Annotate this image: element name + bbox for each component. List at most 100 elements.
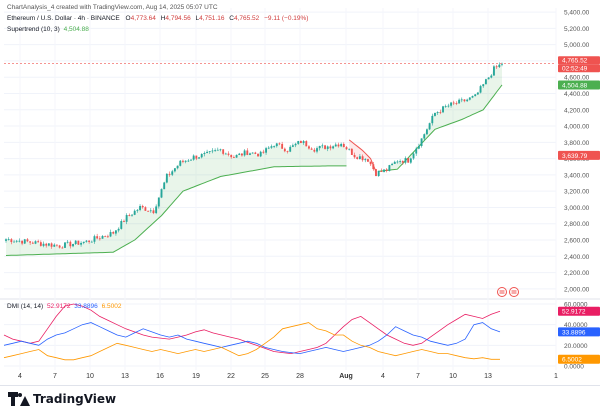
dmi-adx-line <box>3 303 501 355</box>
y-tick-label: 2,000.00 <box>564 286 590 293</box>
open-value: 4,773.64 <box>130 15 156 22</box>
candle-body <box>474 94 477 97</box>
candle-body <box>206 151 209 153</box>
candle-body <box>358 156 361 160</box>
candle-body <box>329 146 332 149</box>
candle-body <box>37 241 40 243</box>
chart-canvas[interactable]: 5,400.005,200.005,000.004,800.004,600.00… <box>0 0 600 385</box>
candle-body <box>216 149 219 151</box>
candle-body <box>198 157 200 159</box>
tradingview-logo[interactable]: TradingView <box>8 392 116 406</box>
y-tick-label: 2,200.00 <box>564 270 590 277</box>
supertrend-down-line <box>348 139 377 172</box>
candle-body <box>391 163 394 166</box>
candle-body <box>235 154 238 158</box>
candle-body <box>157 197 160 207</box>
candle-body <box>310 148 313 150</box>
close-key: C <box>229 15 234 22</box>
supertrend-label: Supertrend (10, 3) <box>7 26 60 33</box>
candle-body <box>176 165 179 169</box>
level-price-tag: 3,639.79 <box>562 153 588 160</box>
candle-body <box>396 161 399 163</box>
candle-body <box>214 150 217 151</box>
open-key: O <box>125 15 131 22</box>
candle-body <box>5 239 7 241</box>
candle-body <box>219 149 222 151</box>
dmi-value-tag-bg <box>558 327 600 337</box>
candle-body <box>26 239 29 242</box>
dmi-y-tick-label: 20.0000 <box>564 343 588 350</box>
candle-body <box>364 159 367 161</box>
y-tick-label: 5,400.00 <box>564 10 590 17</box>
candle-body <box>332 146 335 149</box>
candle-body <box>409 158 412 163</box>
candle-body <box>399 161 402 162</box>
candle-body <box>251 152 254 154</box>
supertrend-up-line <box>5 165 347 256</box>
supertrend-price-tag-bg <box>558 80 600 90</box>
candle-body <box>267 147 270 149</box>
candle-body <box>190 159 192 161</box>
candle-body <box>147 210 150 212</box>
candle-body <box>278 143 281 145</box>
y-tick-label: 3,000.00 <box>564 205 590 212</box>
candle-body <box>64 242 66 248</box>
candle-body <box>401 161 404 163</box>
symbol-legend[interactable]: Ethereum / U.S. Dollar · 4h · BINANCE O4… <box>7 15 308 22</box>
candle-body <box>265 148 268 153</box>
candle-body <box>85 240 88 242</box>
candle-body <box>324 145 326 149</box>
candle-body <box>182 160 184 162</box>
candle-body <box>305 141 308 147</box>
tradingview-logo-icon <box>8 392 30 406</box>
candle-body <box>353 154 356 158</box>
candle-body <box>165 173 168 183</box>
dmi-minus-di-value: 6.5002 <box>101 303 122 310</box>
candle-body <box>313 149 316 152</box>
candle-body <box>141 205 144 208</box>
candle-body <box>45 243 48 246</box>
candle-body <box>487 77 490 80</box>
chart-caption: ChartAnalysis_4 created with TradingView… <box>7 4 218 11</box>
candle-body <box>125 215 128 222</box>
candle-body <box>431 115 434 124</box>
candle-body <box>187 160 190 162</box>
candle-body <box>74 240 77 244</box>
dmi-lines <box>3 303 501 361</box>
dmi-legend[interactable]: DMI (14, 14) 52.9172 33.8896 6.5002 <box>7 303 121 310</box>
candle-body <box>337 144 340 147</box>
price-tags: 4,765.5202:52:494,504.883,639.7952.91723… <box>4 56 600 364</box>
supertrend-legend[interactable]: Supertrend (10, 3) 4,504.88 <box>7 26 89 33</box>
candle-body <box>155 206 158 214</box>
candle-body <box>90 241 93 243</box>
x-tick-label: 10 <box>86 373 94 380</box>
y-tick-label: 4,000.00 <box>564 124 590 131</box>
x-tick-label: 13 <box>484 373 492 380</box>
candle-body <box>7 239 10 240</box>
candle-body <box>345 147 348 150</box>
symbol-name: Ethereum / U.S. Dollar · 4h · BINANCE <box>7 15 120 22</box>
candle-body <box>106 236 109 238</box>
candle-body <box>243 150 246 156</box>
candle-body <box>466 99 469 102</box>
dmi-plus-di-line <box>3 322 501 355</box>
dmi-label: DMI (14, 14) <box>7 303 44 310</box>
candle-body <box>47 243 50 246</box>
x-tick-label: 28 <box>296 373 304 380</box>
x-tick-label: 19 <box>192 373 200 380</box>
x-tick-label: 16 <box>156 373 164 380</box>
candle-body <box>39 242 42 246</box>
candle-body <box>407 158 410 163</box>
candle-body <box>452 102 455 104</box>
candle-body <box>340 143 343 147</box>
candle-body <box>460 99 463 101</box>
candle-body <box>493 66 495 76</box>
candle-body <box>442 106 444 113</box>
candle-body <box>238 153 241 155</box>
candle-body <box>291 145 294 147</box>
candle-body <box>208 151 211 152</box>
candle-body <box>179 160 182 166</box>
candle-body <box>281 143 284 149</box>
y-tick-label: 3,400.00 <box>564 172 590 179</box>
candle-body <box>450 102 452 106</box>
